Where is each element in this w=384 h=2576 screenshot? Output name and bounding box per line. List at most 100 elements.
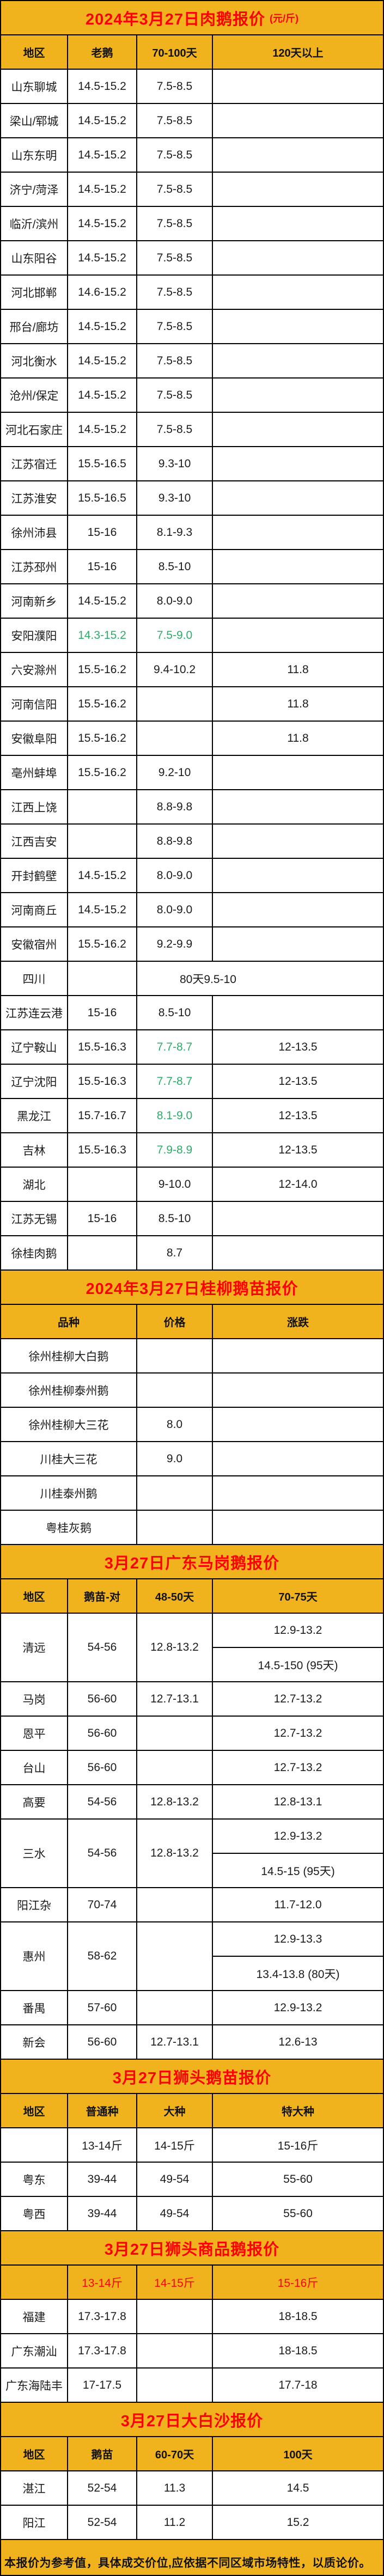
table-row: 黑龙江 15.7-16.7 8.1-9.0 12-13.5: [1, 1099, 383, 1133]
table-cell: [213, 1442, 383, 1475]
table-cell: 江西吉安: [1, 825, 68, 858]
table-subcell: 14.5-150 (95天): [258, 1659, 338, 1672]
table-cell: 梁山/郓城: [1, 104, 68, 137]
table-cell: 15-16: [68, 516, 137, 549]
table-header-row: 地区 鹅苗 60-70天 100天: [1, 2437, 383, 2471]
table-cell: [68, 1168, 137, 1201]
table-cell: 7.5-8.5: [137, 344, 213, 377]
table-cell: 49-54: [137, 2197, 213, 2230]
section-title: 2024年3月27日桂柳鹅苗报价: [86, 1280, 298, 1298]
table-cell: [137, 2300, 213, 2333]
table-cell: 江苏无锡: [1, 1202, 68, 1235]
table-cell: [213, 1202, 383, 1235]
table-cell: [68, 790, 137, 823]
table-row: 粤桂灰鹅: [1, 1511, 383, 1545]
section-title: 3月27日狮头商品鹅报价: [104, 2241, 280, 2258]
table-row: 13-14斤 14-15斤 15-16斤: [1, 2128, 383, 2163]
table-cell: 15.5-16.5: [68, 447, 137, 480]
table-cell: 12.9-13.2 14.5-150 (95天): [213, 1614, 383, 1681]
section-title: 3月27日大白沙报价: [120, 2412, 264, 2430]
column-header: 100天: [283, 2449, 313, 2461]
table-row: 福建 17.3-17.8 18-18.5: [1, 2300, 383, 2334]
table-cell: [213, 516, 383, 549]
table-cell: 12-13.5: [278, 1109, 318, 1122]
table-cell: 台山: [1, 1751, 68, 1784]
table-row: 河北石家庄 14.5-15.2 7.5-8.5: [1, 413, 383, 447]
column-header: 价格: [137, 1305, 213, 1338]
table-cell: [213, 138, 383, 172]
table-cell: 9-10.0: [137, 1168, 213, 1201]
column-header: 地区: [1, 1579, 68, 1613]
table-subcell: 12.9-13.2: [213, 1614, 383, 1648]
table-cell: 55-60: [283, 2207, 313, 2220]
table-cell: 15-16: [68, 1202, 137, 1235]
table-cell: 8.0-9.0: [137, 859, 213, 892]
table-cell: [213, 173, 383, 206]
section-title-band: 3月27日广东马岗鹅报价: [1, 1545, 383, 1579]
column-header: 地区: [1, 2094, 68, 2127]
table-cell: 高要: [1, 1785, 68, 1818]
price-table-section: 3月27日狮头鹅苗报价 地区 普通种 大种 特大种 13-14斤 14-15斤 15-16斤粤…: [1, 2060, 383, 2231]
table-row: 沧州/保定 14.5-15.2 7.5-8.5: [1, 379, 383, 413]
table-cell: 徐州桂柳大三花: [1, 1408, 137, 1441]
footer-note-band: 本报价为参考值，具体成交价位,应依据不同区域市场特性，以质论价。: [1, 2540, 383, 2575]
table-cell: 9.2-10: [137, 756, 213, 789]
column-header: 普通种: [68, 2094, 137, 2127]
table-cell: 56-60: [68, 1682, 137, 1716]
table-cell: 川桂泰州鹅: [1, 1476, 137, 1510]
table-row: 河南新乡 14.5-15.2 8.0-9.0: [1, 584, 383, 619]
table-row: 江苏无锡 15-16 8.5-10: [1, 1202, 383, 1236]
table-cell: 徐州桂柳泰州鹅: [1, 1374, 137, 1407]
table-cell: 惠州: [1, 1922, 68, 1990]
table-cell: [1, 2128, 68, 2162]
table-cell: [213, 550, 383, 583]
table-cell: [137, 1339, 213, 1372]
table-row: 徐州沛县 15-16 8.1-9.3: [1, 516, 383, 550]
table-cell: 14.5-15.2: [68, 859, 137, 892]
table-cell: 山东东明: [1, 138, 68, 172]
table-cell: 15.5-16.3: [68, 1133, 137, 1167]
table-cell: 7.5-8.5: [137, 104, 213, 137]
table-row: 江苏淮安 15.5-16.5 9.3-10: [1, 481, 383, 516]
table-cell: 80天9.5-10: [180, 973, 236, 986]
table-row: 开封鹤壁 14.5-15.2 8.0-9.0: [1, 859, 383, 893]
table-cell: 49-54: [137, 2163, 213, 2196]
table-cell: 四川: [1, 962, 68, 995]
table-cell: [213, 413, 383, 446]
table-cell: 54-56: [68, 1820, 137, 1887]
table-cell: 恩平: [1, 1717, 68, 1750]
table-row: 粤西 39-44 49-54 55-60: [1, 2197, 383, 2231]
column-header: 120天以上: [272, 47, 324, 59]
table-cell: 14.5-15.2: [68, 241, 137, 274]
table-cell: 山东聊城: [1, 70, 68, 103]
table-cell: 河南商丘: [1, 893, 68, 926]
column-header: 15-16斤: [277, 2276, 319, 2290]
table-cell: 56-60: [68, 1751, 137, 1784]
price-table-section: 2024年3月27日肉鹅报价 (元/斤) 地区 老鹅 70-100天 120天以上 山东聊城…: [1, 1, 383, 1271]
table-cell: 湛江: [1, 2471, 68, 2505]
table-row: 邢台/廊坊 14.5-15.2 7.5-8.5: [1, 310, 383, 344]
table-cell: [137, 687, 213, 721]
price-table-section: 2024年3月27日桂柳鹅苗报价 品种 价格 涨跌 徐州桂柳大白鹅 徐州桂柳泰州鹅 徐州桂柳…: [1, 1271, 383, 1545]
table-row: 吉林 15.5-16.3 7.9-8.9 12-13.5: [1, 1133, 383, 1168]
table-row: 广东潮汕 17.3-17.8 18-18.5: [1, 2334, 383, 2369]
table-cell: [137, 1888, 213, 1921]
table-row: 徐州桂柳大白鹅: [1, 1339, 383, 1374]
table-cell: 12-13.5: [278, 1143, 318, 1156]
table-cell: 17.7-18: [278, 2378, 318, 2391]
table-cell: 8.8-9.8: [137, 825, 213, 858]
column-header: 48-50天: [137, 1579, 213, 1613]
table-cell: [213, 447, 383, 480]
column-header: 60-70天: [137, 2437, 213, 2470]
table-row: 马岗 56-60 12.7-13.1 12.7-13.2: [1, 1682, 383, 1717]
table-cell: 11.2: [137, 2506, 213, 2539]
column-header: 涨跌: [287, 1317, 309, 1329]
table-cell: 粤东: [1, 2163, 68, 2196]
table-cell: [213, 1374, 383, 1407]
table-cell: 河北石家庄: [1, 413, 68, 446]
table-row: 亳州蚌埠 15.5-16.2 9.2-10: [1, 756, 383, 790]
table-cell: 7.9-8.9: [137, 1133, 213, 1167]
table-row: 河北邯郸 14.6-15.2 7.5-8.5: [1, 276, 383, 310]
table-row: 番禺 57-60 12.9-13.2: [1, 1991, 383, 2025]
table-row: 江西上饶 8.8-9.8: [1, 790, 383, 825]
